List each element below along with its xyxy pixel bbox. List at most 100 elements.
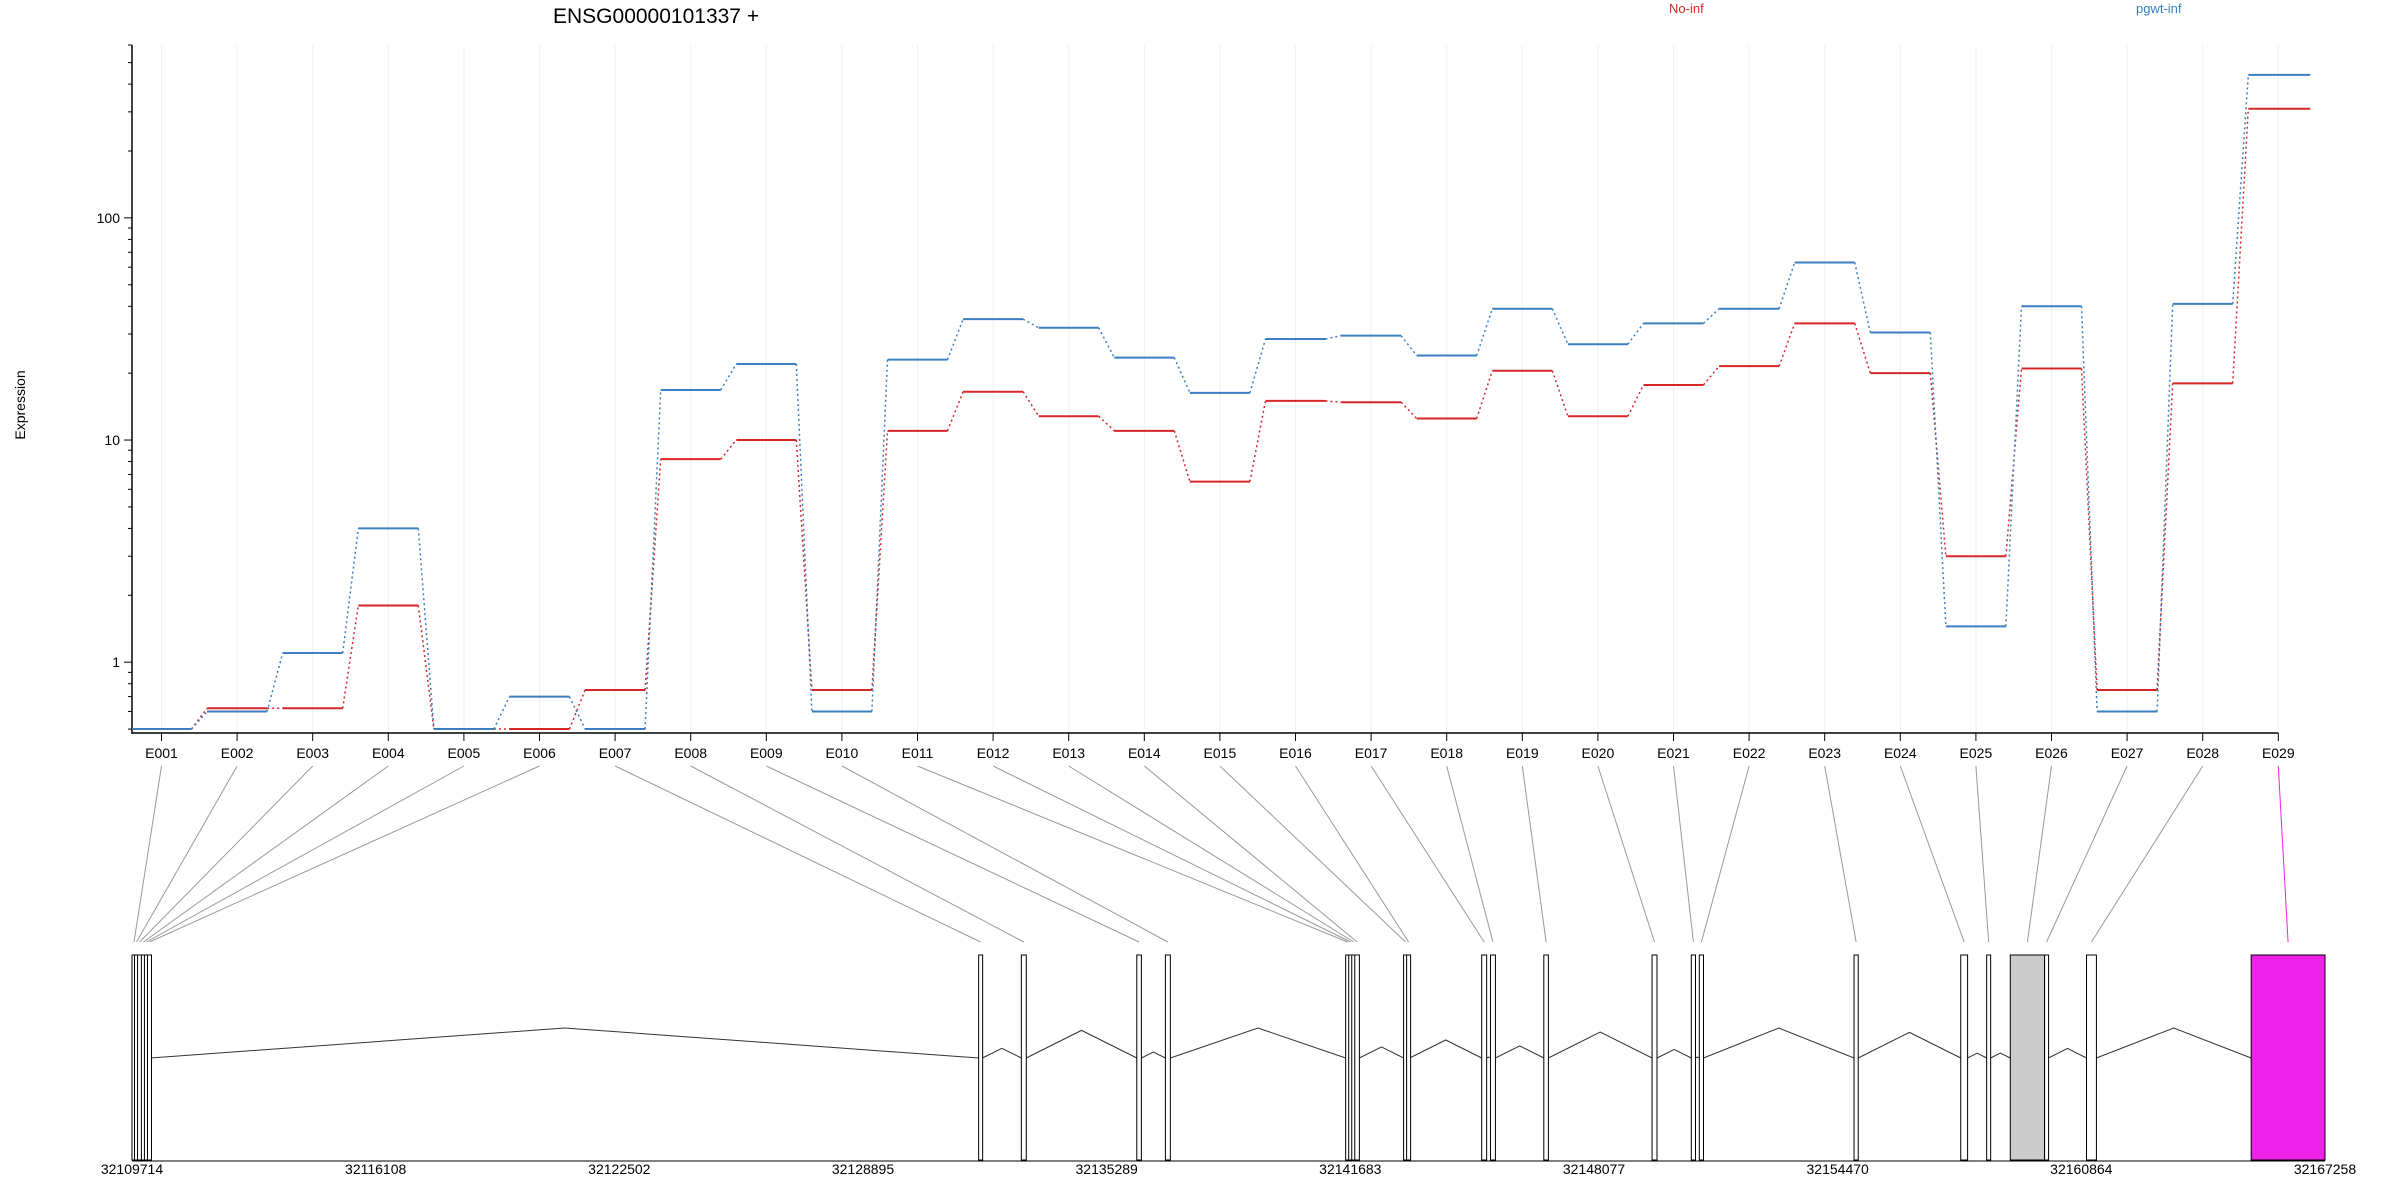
transition-no-inf bbox=[1929, 373, 1947, 557]
transition-no-inf bbox=[1173, 430, 1191, 482]
connector-e019 bbox=[1521, 765, 1547, 943]
exon-box-e021 bbox=[1690, 954, 1696, 1161]
exon-box-e028 bbox=[2086, 954, 2097, 1161]
transition-no-inf bbox=[1400, 401, 1418, 420]
transition-no-inf bbox=[2231, 108, 2250, 384]
transition-no-inf bbox=[1098, 415, 1115, 432]
genomic-tick-label: 32154470 bbox=[1807, 1161, 1870, 1177]
y-axis-label: Expression bbox=[12, 370, 28, 439]
exon-box-e008 bbox=[1020, 954, 1027, 1161]
genomic-tick-label: 32122502 bbox=[588, 1161, 651, 1177]
transition-pgwt-inf bbox=[493, 696, 511, 730]
x-tick-label-e001: E001 bbox=[145, 745, 178, 761]
genomic-tick-label: 32148077 bbox=[1563, 1161, 1626, 1177]
x-tick-label-e025: E025 bbox=[1960, 745, 1993, 761]
gene-model bbox=[131, 954, 2326, 1161]
exon-box-e016 bbox=[1406, 954, 1412, 1161]
connector-e011 bbox=[917, 765, 1348, 943]
transition-pgwt-inf bbox=[1853, 262, 1872, 333]
intron-line bbox=[2096, 1027, 2252, 1059]
x-tick-label-e017: E017 bbox=[1355, 745, 1388, 761]
intron-line bbox=[1548, 1031, 1653, 1059]
chart-title: ENSG00000101337 + bbox=[553, 5, 759, 28]
transition-pgwt-inf bbox=[1098, 327, 1115, 358]
x-tick-label-e014: E014 bbox=[1128, 745, 1161, 761]
transition-no-inf bbox=[1325, 400, 1342, 403]
transition-no-inf bbox=[1853, 323, 1872, 374]
transition-pgwt-inf bbox=[1475, 308, 1494, 356]
connector-e007 bbox=[614, 765, 981, 943]
connector-e001 bbox=[133, 765, 162, 943]
connector-e023 bbox=[1824, 765, 1857, 943]
x-tick-label-e012: E012 bbox=[977, 745, 1010, 761]
intron-line bbox=[1990, 1052, 2011, 1059]
genomic-tick-label: 32116108 bbox=[345, 1161, 406, 1177]
x-tick-label-e005: E005 bbox=[448, 745, 481, 761]
intron-line bbox=[150, 1027, 979, 1059]
intron-line bbox=[2048, 1047, 2087, 1059]
transition-pgwt-inf bbox=[644, 389, 662, 730]
x-tick-label-e003: E003 bbox=[296, 745, 329, 761]
connector-e021 bbox=[1673, 765, 1694, 943]
connector-e009 bbox=[766, 765, 1140, 943]
transition-no-inf bbox=[2080, 368, 2098, 690]
connector-e003 bbox=[139, 765, 314, 943]
intron-line bbox=[1656, 1048, 1692, 1059]
transition-pgwt-inf bbox=[2080, 306, 2098, 712]
transition-no-inf bbox=[720, 439, 737, 460]
exon-box-e010 bbox=[1164, 954, 1171, 1161]
intron-line bbox=[1026, 1029, 1138, 1059]
genomic-tick-label: 32167258 bbox=[2294, 1161, 2357, 1177]
exon-box-e022 bbox=[1698, 954, 1705, 1161]
transition-no-inf bbox=[1249, 400, 1267, 482]
intron-line bbox=[1409, 1039, 1482, 1059]
connector-e013 bbox=[1068, 765, 1355, 943]
x-tick-label-e015: E015 bbox=[1204, 745, 1237, 761]
genomic-tick-label: 32160864 bbox=[2050, 1161, 2113, 1177]
connector-e008 bbox=[690, 765, 1025, 943]
transition-pgwt-inf bbox=[1702, 308, 1720, 324]
intron-line bbox=[1141, 1051, 1166, 1059]
transition-no-inf bbox=[1551, 370, 1569, 417]
connector-e004 bbox=[143, 765, 389, 943]
transition-pgwt-inf bbox=[2005, 306, 2023, 627]
intron-line bbox=[1703, 1027, 1855, 1059]
exon-box-e027 bbox=[2044, 954, 2050, 1161]
connector-e005 bbox=[146, 765, 465, 943]
x-tick-label-e020: E020 bbox=[1582, 745, 1615, 761]
connector-e002 bbox=[136, 765, 238, 943]
connector-e015 bbox=[1219, 765, 1406, 943]
x-tick-label-e023: E023 bbox=[1808, 745, 1841, 761]
exon-box-e018 bbox=[1489, 954, 1496, 1161]
intron-line bbox=[1695, 1056, 1700, 1059]
exon-box-e006 bbox=[146, 954, 152, 1161]
exon-box-e007 bbox=[978, 954, 984, 1161]
connector-e016 bbox=[1295, 765, 1410, 943]
transition-pgwt-inf bbox=[190, 710, 208, 730]
transition-no-inf bbox=[795, 439, 813, 690]
transition-pgwt-inf bbox=[1325, 334, 1342, 340]
y-axis: 1 10 100 bbox=[97, 44, 133, 734]
exon-box-e009 bbox=[1136, 954, 1142, 1161]
x-tick-label-e027: E027 bbox=[2111, 745, 2144, 761]
connector-e017 bbox=[1370, 765, 1485, 943]
transition-pgwt-inf bbox=[2231, 74, 2250, 304]
transition-pgwt-inf bbox=[1249, 338, 1267, 394]
genomic-tick-label: 32135289 bbox=[1076, 1161, 1139, 1177]
connector-e010 bbox=[841, 765, 1169, 943]
transition-no-inf bbox=[341, 605, 360, 709]
y-tick-label: 100 bbox=[97, 210, 121, 226]
intron-line bbox=[1495, 1045, 1545, 1059]
x-tick-label-e016: E016 bbox=[1279, 745, 1312, 761]
intron-line bbox=[1359, 1046, 1404, 1059]
transition-no-inf bbox=[1022, 391, 1040, 417]
transition-no-inf bbox=[417, 605, 435, 730]
x-tick-label-e024: E024 bbox=[1884, 745, 1917, 761]
x-tick-label-e018: E018 bbox=[1430, 745, 1463, 761]
genomic-tick-label: 32109714 bbox=[101, 1161, 164, 1177]
x-tick-label-e004: E004 bbox=[372, 745, 405, 761]
exon-box-e026 bbox=[2009, 954, 2046, 1161]
exon-box-e024 bbox=[1960, 954, 1969, 1161]
transition-no-inf bbox=[1475, 370, 1494, 419]
